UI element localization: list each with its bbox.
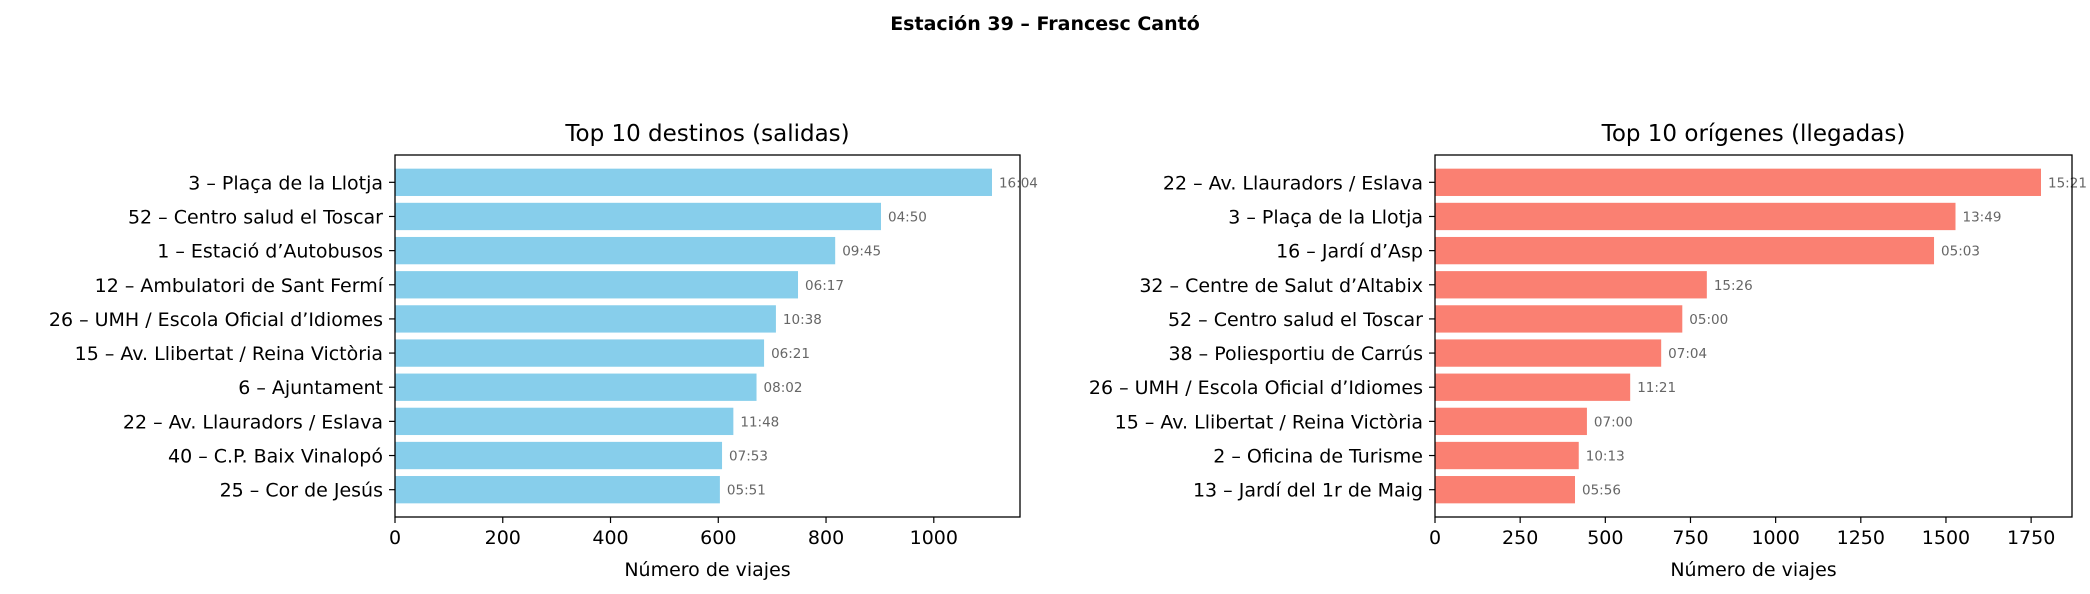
category-label: 6 – Ajuntament (238, 377, 383, 399)
category-label: 40 – C.P. Baix Vinalopó (168, 446, 383, 468)
data-label: 08:02 (764, 380, 803, 396)
x-tick-label: 600 (700, 527, 736, 549)
category-label: 12 – Ambulatori de Sant Fermí (95, 275, 384, 297)
x-tick-label: 750 (1672, 527, 1708, 549)
x-tick-label: 800 (808, 527, 844, 549)
x-tick-label: 500 (1587, 527, 1623, 549)
data-label: 15:21 (2048, 175, 2087, 191)
data-label: 16:04 (999, 175, 1038, 191)
x-tick-label: 1500 (1922, 527, 1970, 549)
bar (395, 168, 992, 196)
bar (1435, 476, 1576, 504)
data-label: 05:00 (1689, 312, 1728, 328)
bar (395, 373, 757, 401)
category-label: 52 – Centro salud el Toscar (1168, 309, 1423, 331)
bar (1435, 407, 1587, 436)
data-label: 05:51 (727, 483, 766, 499)
data-label: 09:45 (842, 244, 881, 260)
data-label: 07:00 (1594, 414, 1633, 430)
category-label: 2 – Oficina de Turisme (1213, 446, 1423, 468)
data-label: 10:13 (1586, 449, 1625, 465)
data-label: 15:26 (1714, 278, 1753, 294)
chart-title: Top 10 orígenes (llegadas) (1601, 121, 1906, 147)
bar (1435, 373, 1631, 401)
x-tick-label: 400 (592, 527, 628, 549)
bar (395, 407, 734, 436)
origenes-panel: Top 10 orígenes (llegadas) 22 – Av. Llaur… (1089, 121, 2087, 581)
bar (1435, 339, 1662, 367)
bar (1435, 271, 1707, 299)
data-label: 04:50 (888, 209, 927, 225)
category-label: 16 – Jardí d’Asp (1276, 241, 1423, 263)
category-label: 22 – Av. Llauradors / Eslava (123, 411, 383, 433)
x-axis-label: Número de viajes (624, 559, 790, 581)
bar (395, 271, 799, 299)
bar (1435, 305, 1683, 333)
category-label: 15 – Av. Llibertat / Reina Victòria (1115, 411, 1423, 433)
axes-frame (394, 154, 1021, 518)
destinos-panel: Top 10 destinos (salidas) 3 – Plaça de la… (49, 121, 1038, 581)
data-label: 11:48 (740, 414, 779, 430)
bar (395, 305, 776, 333)
figure-title: Estación 39 – Francesc Cantó (890, 13, 1200, 35)
x-tick-label: 1250 (1837, 527, 1885, 549)
category-label: 25 – Cor de Jesús (220, 480, 383, 502)
bar (1435, 441, 1579, 470)
x-tick-label: 250 (1502, 527, 1538, 549)
data-label: 05:03 (1941, 244, 1980, 260)
bar (1435, 168, 2042, 196)
chart-title: Top 10 destinos (salidas) (564, 121, 849, 147)
category-label: 1 – Estació d’Autobusos (157, 241, 383, 263)
x-axis-label: Número de viajes (1670, 559, 1836, 581)
x-tick-label: 0 (389, 527, 401, 549)
axes-frame (1434, 154, 2073, 518)
data-label: 06:21 (771, 346, 810, 362)
bar (1435, 202, 1956, 231)
bar (395, 236, 836, 265)
bar (395, 441, 723, 470)
category-label: 26 – UMH / Escola Oficial d’Idiomes (1089, 377, 1423, 399)
category-label: 15 – Av. Llibertat / Reina Victòria (75, 343, 383, 365)
data-label: 10:38 (783, 312, 822, 328)
x-tick-label: 1000 (1751, 527, 1799, 549)
data-label: 05:56 (1582, 483, 1621, 499)
x-tick-label: 0 (1429, 527, 1441, 549)
bar (395, 202, 881, 231)
x-tick-label: 1000 (910, 527, 958, 549)
data-label: 13:49 (1963, 209, 2002, 225)
category-label: 13 – Jardí del 1r de Maig (1193, 480, 1423, 502)
x-tick-label: 200 (485, 527, 521, 549)
category-label: 52 – Centro salud el Toscar (128, 206, 383, 228)
data-label: 11:21 (1637, 380, 1676, 396)
category-label: 38 – Poliesportiu de Carrús (1168, 343, 1423, 365)
bar (395, 476, 720, 504)
category-label: 3 – Plaça de la Llotja (188, 172, 383, 194)
category-label: 26 – UMH / Escola Oficial d’Idiomes (49, 309, 383, 331)
bar (1435, 236, 1935, 265)
x-tick-label: 1750 (2007, 527, 2055, 549)
data-label: 07:04 (1668, 346, 1707, 362)
data-label: 06:17 (805, 278, 844, 294)
bar (395, 339, 765, 367)
category-label: 32 – Centre de Salut d’Altabix (1139, 275, 1423, 297)
category-label: 3 – Plaça de la Llotja (1228, 206, 1423, 228)
data-label: 07:53 (729, 449, 768, 465)
category-label: 22 – Av. Llauradors / Eslava (1163, 172, 1423, 194)
